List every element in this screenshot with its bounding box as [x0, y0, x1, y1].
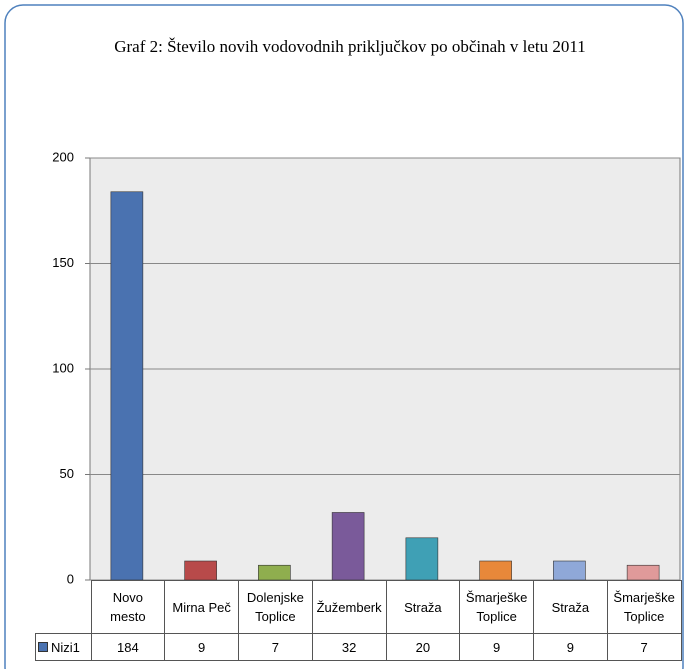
category-row: Novo mesto Mirna Peč Dolenjske Toplice Žuže… [35, 580, 682, 634]
value-cell: 7 [606, 633, 682, 661]
legend-label: Nizi1 [51, 639, 80, 655]
bar [553, 560, 586, 581]
x-tick-label: Straža [385, 580, 461, 634]
legend-cell: Nizi1 [35, 633, 92, 661]
value-row: Nizi1 184 9 7 32 20 9 9 7 [35, 633, 682, 661]
bar [184, 560, 217, 581]
x-tick-label: Novo mesto [90, 580, 166, 634]
x-tick-label: Dolenjske Toplice [238, 580, 313, 634]
y-tick-label: 150 [52, 255, 74, 270]
value-cell: 9 [164, 633, 239, 661]
x-tick-label: Šmarješke Toplice [459, 580, 534, 634]
bar [110, 191, 144, 581]
value-cell: 9 [459, 633, 534, 661]
bar [258, 564, 291, 581]
x-tick-label: Žužemberk [311, 580, 387, 634]
bar [331, 512, 365, 581]
data-table: Novo mesto Mirna Peč Dolenjske Toplice Žuže… [35, 580, 682, 661]
value-cell: 20 [385, 633, 461, 661]
x-tick-label: Mirna Peč [164, 580, 239, 634]
bar [405, 537, 439, 581]
frame [4, 4, 684, 669]
value-cell: 32 [311, 633, 387, 661]
value-cell: 7 [238, 633, 313, 661]
bar [626, 564, 660, 581]
bar [479, 560, 512, 581]
value-cell: 9 [533, 633, 608, 661]
legend-swatch [38, 641, 48, 652]
chart-title: Graf 2: Število novih vodovodnih priklju… [114, 37, 586, 56]
x-tick-label: Šmarješke Toplice [606, 580, 682, 634]
y-tick-label: 0 [67, 571, 74, 586]
corner-cell [35, 580, 92, 634]
y-tick-label: 200 [52, 149, 74, 164]
x-tick-label: Straža [533, 580, 608, 634]
y-tick-label: 100 [52, 360, 74, 375]
y-tick-label: 50 [60, 466, 74, 481]
value-cell: 184 [90, 633, 166, 661]
